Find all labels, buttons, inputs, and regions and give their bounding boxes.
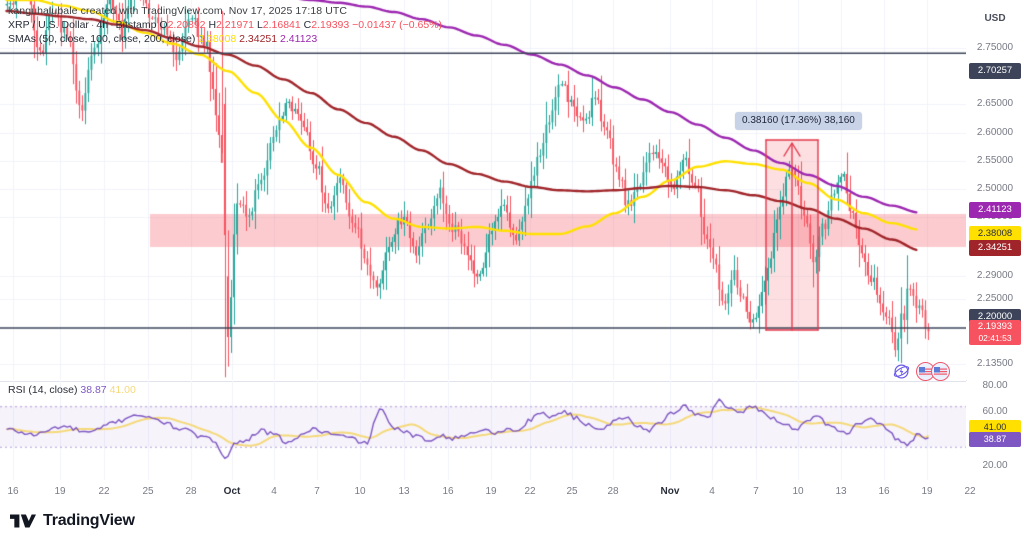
time-label: Nov (660, 486, 680, 497)
resistance-line-label[interactable]: 2.70257 (969, 63, 1021, 79)
ohlc-close-value: 2.19393 (311, 19, 350, 31)
ohlc-change: −0.01437 (−0.65%) (352, 19, 443, 31)
legend-interval[interactable]: 4h (96, 19, 109, 31)
rsi-axis[interactable]: 80.00 60.00 20.00 41.00 38.87 (966, 380, 1024, 480)
rsi-legend-signal-value: 41.00 (109, 384, 136, 396)
price-tick: 2.60000 (976, 127, 1014, 138)
time-label: 19 (485, 486, 497, 497)
time-label: 19 (54, 486, 66, 497)
sma50-legend-value: 2.38008 (198, 33, 237, 45)
sma50-label[interactable]: 2.38008 (969, 226, 1021, 242)
ohlc-open-key: O (159, 19, 168, 31)
time-label: 25 (566, 486, 578, 497)
time-label: Oct (223, 486, 241, 497)
tradingview-wordmark: TradingView (43, 512, 135, 529)
price-tick: 2.13500 (976, 358, 1014, 369)
time-label: 7 (753, 486, 759, 497)
rsi-signal-label[interactable]: 41.00 (969, 420, 1021, 435)
attribution-text: kanguhalubale created with TradingView.c… (8, 5, 348, 17)
legend-symbol[interactable]: XRP / U.S. Dollar (8, 19, 89, 31)
ohlc-low-value: 2.16841 (262, 19, 301, 31)
time-label: 28 (185, 486, 197, 497)
rsi-pane[interactable] (0, 381, 966, 480)
chart-badges[interactable] (893, 362, 950, 381)
tradingview-logo[interactable]: TradingView (10, 512, 135, 530)
time-label: 16 (878, 486, 890, 497)
rsi-tick: 60.00 (982, 406, 1008, 417)
legend-exchange[interactable]: Bitstamp (115, 19, 157, 31)
ohlc-low-key: L (256, 19, 263, 31)
sma100-label[interactable]: 2.34251 (969, 240, 1021, 256)
time-label: 16 (7, 486, 19, 497)
time-label: 19 (921, 486, 933, 497)
price-tick: 2.29000 (976, 270, 1014, 281)
time-label: 13 (398, 486, 410, 497)
ohlc-close-key: C (303, 19, 312, 31)
price-axis[interactable]: USD 2.75000 2.65000 2.60000 2.55000 2.50000 2… (966, 0, 1024, 380)
rsi-legend[interactable]: RSI (14, close) 38.87 41.00 (8, 384, 136, 396)
price-tick: 2.55000 (976, 155, 1014, 166)
idea-flag-icon-2[interactable] (931, 362, 950, 381)
price-tick: 2.25000 (976, 293, 1014, 304)
legend-sep-2: · (110, 19, 114, 31)
measurement-tool-label[interactable]: 0.38160 (17.36%) 38,160 (735, 112, 862, 130)
last-price-value: 2.19393 (977, 321, 1013, 332)
time-label: 13 (835, 486, 847, 497)
rsi-tick: 80.00 (982, 380, 1008, 391)
last-price-label[interactable]: 2.19393 02:41:53 (969, 320, 1021, 345)
idea-rocket-icon[interactable] (893, 363, 910, 380)
time-label: 10 (792, 486, 804, 497)
price-tick: 2.50000 (976, 183, 1014, 194)
rsi-canvas[interactable] (0, 381, 966, 480)
time-label: 16 (442, 486, 454, 497)
legend-sma-row[interactable]: SMAs (50, close, 100, close, 200, close)… (8, 33, 442, 46)
sma-legend-label[interactable]: SMAs (50, close, 100, close, 200, close) (8, 33, 196, 45)
bar-countdown: 02:41:53 (978, 332, 1012, 343)
price-tick: 2.65000 (976, 98, 1014, 109)
sma100-legend-value: 2.34251 (239, 33, 278, 45)
price-candles-canvas[interactable] (0, 0, 966, 380)
price-pane[interactable] (0, 0, 966, 380)
legend-symbol-row[interactable]: XRP / U.S. Dollar · 4h · Bitstamp O2.20892 H… (8, 19, 442, 32)
sma200-label[interactable]: 2.41123 (969, 202, 1021, 218)
time-label: 4 (271, 486, 277, 497)
price-axis-unit: USD (984, 13, 1006, 24)
legend-sep-1: · (90, 19, 95, 31)
rsi-value-label[interactable]: 38.87 (969, 432, 1021, 447)
time-label: 10 (354, 486, 366, 497)
time-label: 28 (607, 486, 619, 497)
ohlc-open-value: 2.20892 (167, 19, 206, 31)
time-label: 25 (142, 486, 154, 497)
rsi-tick: 20.00 (982, 460, 1008, 471)
time-label: 22 (524, 486, 536, 497)
time-label: 22 (964, 486, 976, 497)
time-label: 22 (98, 486, 110, 497)
time-label: 4 (709, 486, 715, 497)
ohlc-high-key: H (208, 19, 217, 31)
time-axis[interactable]: 16 19 22 25 28 Oct 4 7 10 13 16 19 22 25 28 Nov 4 7 10 13 16… (0, 481, 1024, 505)
sma200-legend-value: 2.41123 (280, 33, 318, 45)
price-tick: 2.75000 (976, 42, 1014, 53)
tradingview-mark-icon (10, 514, 36, 528)
footer-bar: TradingView (0, 505, 1024, 539)
rsi-legend-value: 38.87 (80, 384, 107, 396)
idea-flag-icon-1[interactable] (916, 362, 935, 381)
chart-legend: XRP / U.S. Dollar · 4h · Bitstamp O2.20892 H… (8, 19, 442, 46)
ohlc-high-value: 2.21971 (216, 19, 255, 31)
time-label: 7 (314, 486, 320, 497)
rsi-legend-label[interactable]: RSI (14, close) (8, 384, 78, 396)
